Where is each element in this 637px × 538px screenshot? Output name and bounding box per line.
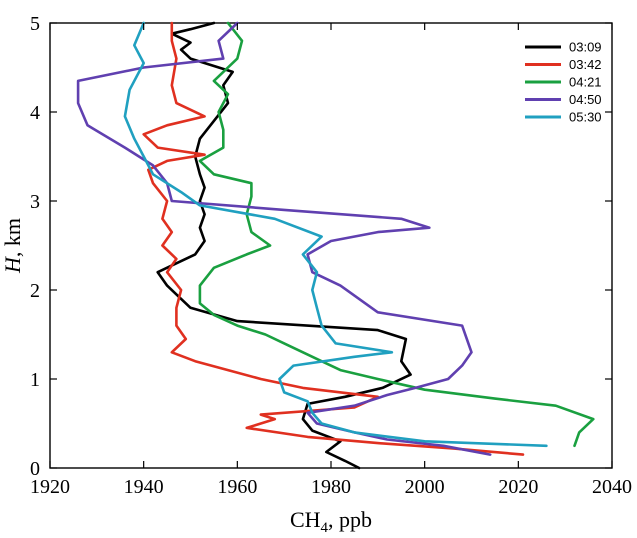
x-tick-label: 2000 — [405, 476, 445, 498]
series-line-0342 — [142, 21, 525, 456]
x-axis-title: CH4, ppb — [290, 507, 372, 536]
legend: 03:09 03:42 04:21 04:50 05:30 — [525, 40, 602, 125]
y-tick-label: 0 — [30, 458, 40, 480]
legend-label-0450: 04:50 — [569, 92, 602, 107]
x-tick-label: 1980 — [311, 476, 351, 498]
y-axis-title-main: H — [0, 256, 25, 274]
series-layer — [76, 21, 595, 470]
plot-area: 1920 1940 1960 1980 2000 2020 2040 0 1 2 3 4 5 — [30, 13, 632, 498]
y-tick-label: 5 — [30, 13, 40, 35]
x-tick-label: 2020 — [498, 476, 538, 498]
x-axis-title-sub: 4 — [321, 520, 329, 536]
y-tick-label: 2 — [30, 280, 40, 302]
legend-label-0342: 03:42 — [569, 57, 602, 72]
series-line-0309 — [156, 21, 412, 470]
x-axis-title-main: CH — [290, 507, 321, 532]
legend-label-0530: 05:30 — [569, 110, 602, 125]
x-tick-label: 1960 — [217, 476, 257, 498]
x-tick-label: 1940 — [124, 476, 164, 498]
x-axis-ticks: 1920 1940 1960 1980 2000 2020 2040 — [30, 23, 632, 498]
y-axis-ticks: 0 1 2 3 4 5 — [30, 13, 612, 480]
y-axis-title: H, km — [0, 218, 25, 274]
x-axis-title-unit: , ppb — [328, 507, 372, 532]
y-axis-title-unit: , km — [0, 218, 25, 257]
series-line-0530 — [123, 21, 548, 448]
y-tick-label: 3 — [30, 191, 40, 213]
y-tick-label: 1 — [30, 369, 40, 391]
x-tick-label: 1920 — [30, 476, 70, 498]
series-line-0421 — [198, 21, 595, 448]
legend-label-0421: 04:21 — [569, 75, 602, 90]
legend-label-0309: 03:09 — [569, 40, 602, 55]
x-tick-label: 2040 — [592, 476, 632, 498]
y-tick-label: 4 — [30, 102, 40, 124]
